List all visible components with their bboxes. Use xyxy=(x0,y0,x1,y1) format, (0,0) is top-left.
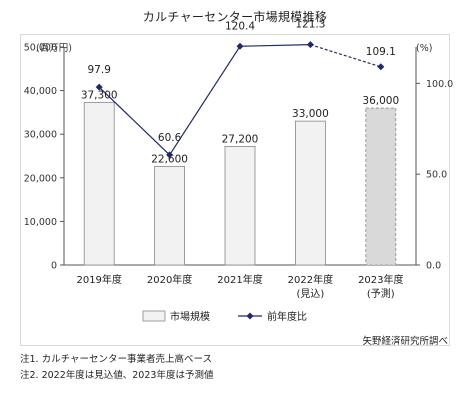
x-tick-label: 2022年度 xyxy=(288,273,333,286)
x-tick-sublabel: (見込) xyxy=(296,288,324,300)
line-value-label: 120.4 xyxy=(225,20,255,32)
legend-label-line: 前年度比 xyxy=(267,310,307,323)
line-value-label: 121.3 xyxy=(295,19,325,31)
line-point xyxy=(236,42,244,50)
line-value-label: 97.9 xyxy=(88,64,111,76)
x-tick-label: 2021年度 xyxy=(217,273,262,286)
bar xyxy=(154,166,186,266)
source-credit: 矢野経済研究所調べ xyxy=(362,336,448,347)
chart-frame xyxy=(20,34,450,346)
y-axis-left-unit: (百万円) xyxy=(36,43,72,54)
bar xyxy=(365,107,397,266)
y-tick-label-left: 20,000 xyxy=(24,173,57,184)
y-tick-label-right: 0.0 xyxy=(426,261,441,272)
chart-title: カルチャーセンター市場規模推移 xyxy=(142,10,328,24)
x-tick-label: 2019年度 xyxy=(76,273,121,286)
x-tick-label: 2023年度 xyxy=(358,273,403,286)
y-tick-label-left: 0 xyxy=(51,261,57,272)
line-segment xyxy=(239,44,311,47)
y-tick-label-left: 30,000 xyxy=(24,130,57,141)
line-segment xyxy=(169,45,241,156)
line-value-label: 109.1 xyxy=(366,46,396,58)
x-tick-sublabel: (予測) xyxy=(367,287,395,300)
line-segment xyxy=(310,44,381,68)
bar xyxy=(294,120,326,266)
line-point xyxy=(166,151,174,159)
y-tick-label-left: 40,000 xyxy=(24,86,57,97)
note-1: 注1. カルチャーセンター事業者売上高ベース xyxy=(20,354,213,365)
line-segment xyxy=(98,86,171,156)
line-point xyxy=(306,41,314,49)
legend-swatch-marker xyxy=(246,312,254,320)
bar-value-label: 33,000 xyxy=(292,108,329,120)
y-tick-label-left: 50,000 xyxy=(24,43,57,54)
bar-value-label: 36,000 xyxy=(362,95,399,107)
bar xyxy=(224,146,256,266)
bar-value-label: 37,300 xyxy=(81,89,118,101)
bar-value-label: 27,200 xyxy=(222,133,259,145)
y-tick-label-left: 10,000 xyxy=(24,217,57,228)
y-tick-label-right: 100.0 xyxy=(426,79,453,90)
line-point xyxy=(95,83,103,91)
legend-swatch-bar xyxy=(142,310,166,322)
bar-value-label: 22,600 xyxy=(151,153,188,165)
y-tick-label-right: 50.0 xyxy=(426,170,447,181)
bar xyxy=(83,101,115,266)
line-point xyxy=(377,63,385,71)
line-value-label: 60.6 xyxy=(158,132,182,144)
x-tick-label: 2020年度 xyxy=(147,273,192,286)
y-axis-right-unit: (%) xyxy=(416,43,432,54)
legend-label-bar: 市場規模 xyxy=(170,310,210,323)
note-2: 注2. 2022年度は見込値、2023年度は予測値 xyxy=(20,370,214,381)
